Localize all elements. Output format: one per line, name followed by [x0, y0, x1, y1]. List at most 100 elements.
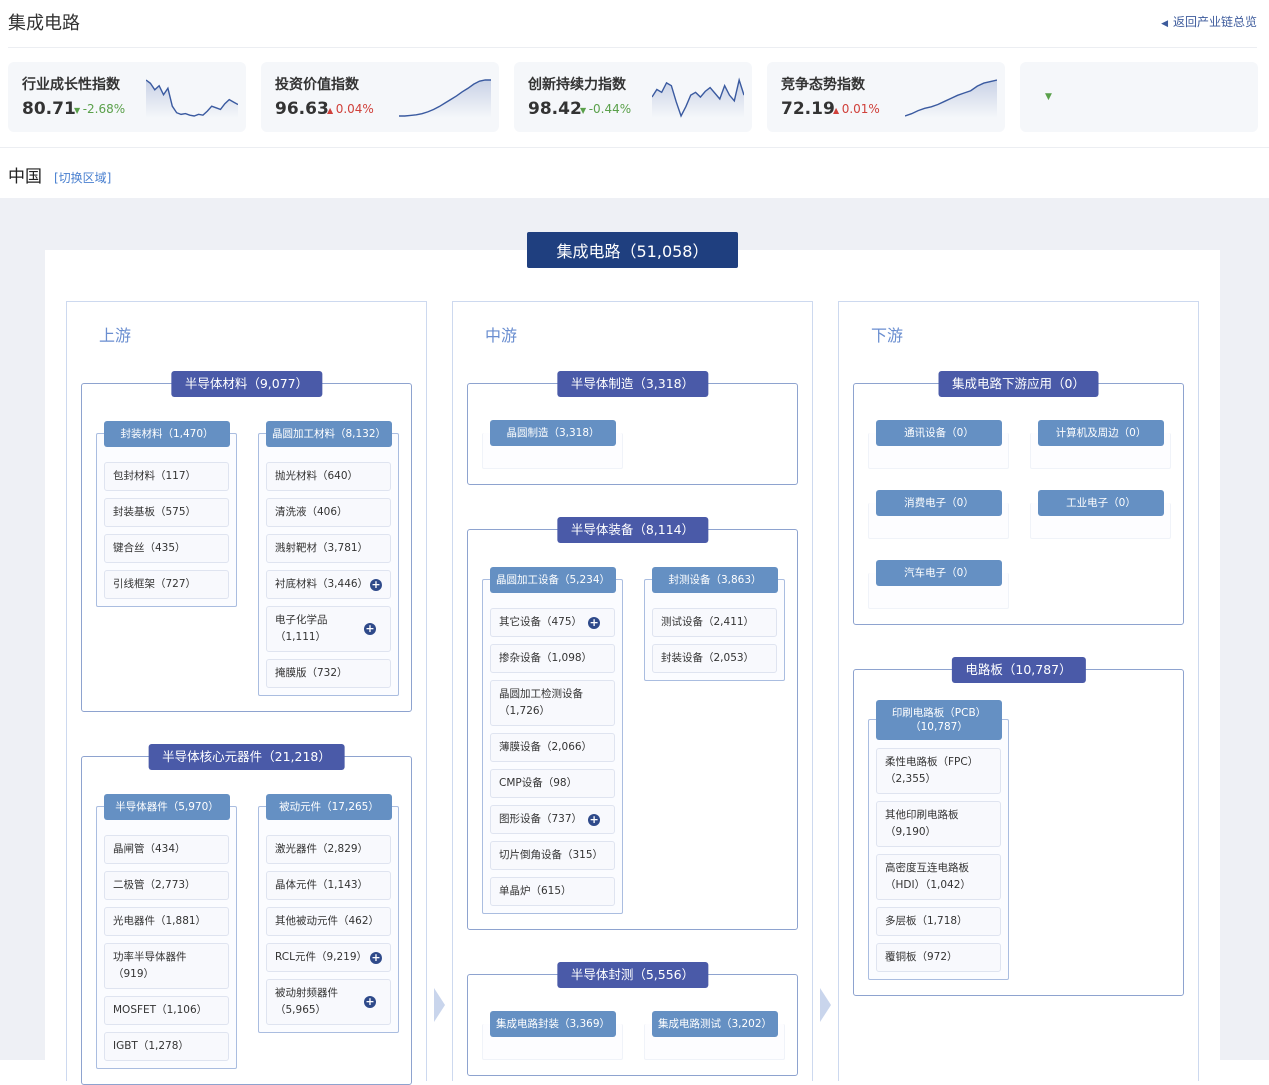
group-header[interactable]: 半导体核心元器件（21,218） [148, 744, 345, 770]
expand-plus-icon[interactable]: + [588, 812, 601, 826]
expand-plus-icon[interactable]: + [370, 577, 382, 591]
subgroup-header[interactable]: 封装材料（1,470） [104, 421, 230, 447]
chain-node[interactable]: 衬底材料（3,446） + [266, 570, 391, 599]
card-value: 98.42 [528, 99, 582, 119]
chain-node[interactable]: 柔性电路板（FPC）（2,355） [876, 748, 1001, 794]
chain-node[interactable]: 封装基板（575） [104, 498, 229, 527]
group-header[interactable]: 半导体装备（8,114） [556, 517, 709, 543]
chain-node[interactable]: 多层板（1,718） [876, 907, 1001, 936]
chain-node[interactable]: 引线框架（727） [104, 570, 229, 599]
group-header[interactable]: 半导体材料（9,077） [170, 371, 323, 397]
chain-node[interactable]: 包封材料（117） [104, 462, 229, 491]
arrow-right-icon [820, 988, 831, 1022]
chain-node[interactable]: 其它设备（475） + [490, 608, 615, 637]
chain-node[interactable]: 清洗液（406） [266, 498, 391, 527]
card-delta: ▲ 0.01% [833, 102, 880, 116]
subgroup-box: 晶圆加工设备（5,234） 其它设备（475） + 掺杂设备（1,098） 晶圆加工检测… [482, 567, 623, 914]
subgroup-header[interactable]: 被动元件（17,265） [266, 794, 392, 820]
subgroup-header[interactable]: 汽车电子（0） [876, 560, 1002, 586]
index-card[interactable]: ▼ [1020, 62, 1258, 132]
expand-plus-icon[interactable]: + [370, 950, 382, 964]
chain-node[interactable]: RCL元件（9,219） + [266, 943, 391, 972]
chain-node[interactable]: 电子化学品（1,111） + [266, 606, 391, 652]
subgroup-header[interactable]: 消费电子（0） [876, 490, 1002, 516]
node-label: 掺杂设备（1,098） [499, 652, 593, 664]
chain-node[interactable]: 光电器件（1,881） [104, 907, 229, 936]
node-label: 图形设备（737） [499, 813, 583, 825]
chain-node[interactable]: 抛光材料（640） [266, 462, 391, 491]
region-name: 中国 [8, 167, 42, 187]
delta-value: 0.04% [335, 102, 374, 116]
chain-node[interactable]: 掩膜版（732） [266, 659, 391, 688]
chain-node[interactable]: 晶闸管（434） [104, 835, 229, 864]
group-box: 半导体材料（9,077） 封装材料（1,470） 包封材料（117） 封装基板（575… [81, 371, 412, 712]
node-label: 柔性电路板（FPC）（2,355） [885, 756, 979, 785]
subgroup-header[interactable]: 封测设备（3,863） [652, 567, 778, 593]
switch-region-link[interactable]: [切换区域] [54, 171, 112, 185]
subgroup-header[interactable]: 工业电子（0） [1038, 490, 1164, 516]
triangle-down-icon: ▼ [74, 106, 83, 115]
chain-node[interactable]: IGBT（1,278） [104, 1032, 229, 1061]
group-header[interactable]: 集成电路下游应用（0） [938, 371, 1099, 397]
subgroup-header[interactable]: 晶圆加工设备（5,234） [490, 567, 616, 593]
index-card[interactable]: 竞争态势指数 72.19 ▲ 0.01% [767, 62, 1005, 132]
sparkline-area [399, 80, 491, 118]
group-header[interactable]: 电路板（10,787） [951, 657, 1086, 683]
subgroup-box: 印刷电路板（PCB）（10,787） 柔性电路板（FPC）（2,355） 其他印刷电… [868, 700, 1009, 980]
chain-node[interactable]: 功率半导体器件（919） [104, 943, 229, 989]
chain-node[interactable]: 测试设备（2,411） [652, 608, 777, 637]
chain-node[interactable]: 二极管（2,773） [104, 871, 229, 900]
chain-node[interactable]: 高密度互连电路板（HDI）（1,042） [876, 854, 1001, 900]
triangle-up-icon: ▲ [327, 106, 336, 115]
chain-node[interactable]: 溅射靶材（3,781） [266, 534, 391, 563]
chain-node[interactable]: 其他印刷电路板（9,190） [876, 801, 1001, 847]
chain-node[interactable]: 键合丝（435） [104, 534, 229, 563]
expand-plus-icon[interactable]: + [588, 615, 601, 629]
chain-node[interactable]: 封装设备（2,053） [652, 644, 777, 673]
index-card[interactable]: 创新持续力指数 98.42 ▼ -0.44% [514, 62, 752, 132]
column-label: 上游 [81, 322, 150, 345]
subgroup-header[interactable]: 计算机及周边（0） [1038, 420, 1164, 446]
subgroup-header[interactable]: 半导体器件（5,970） [104, 794, 230, 820]
subgroup-box: 半导体器件（5,970） 晶闸管（434） 二极管（2,773） 光电器件（1,881… [96, 794, 237, 1069]
chain-node[interactable]: 激光器件（2,829） [266, 835, 391, 864]
card-value: 80.71 [22, 99, 76, 119]
expand-plus-icon[interactable]: + [364, 995, 376, 1008]
chain-node[interactable]: 其他被动元件（462） [266, 907, 391, 936]
chain-node[interactable]: 掺杂设备（1,098） [490, 644, 615, 673]
node-label: 晶体元件（1,143） [275, 879, 369, 891]
chain-node[interactable]: CMP设备（98） [490, 769, 615, 798]
node-label: 抛光材料（640） [275, 470, 359, 482]
group-header[interactable]: 半导体制造（3,318） [556, 371, 709, 397]
subgroup-header[interactable]: 集成电路封装（3,369） [490, 1011, 616, 1037]
subgroup-header[interactable]: 印刷电路板（PCB）（10,787） [876, 700, 1002, 740]
chain-node[interactable]: MOSFET（1,106） [104, 996, 229, 1025]
chain-node[interactable]: 覆铜板（972） [876, 943, 1001, 972]
chain-node[interactable]: 图形设备（737） + [490, 805, 615, 834]
chain-node[interactable]: 被动射频器件（5,965） + [266, 979, 391, 1025]
chain-node[interactable]: 单晶炉（615） [490, 877, 615, 906]
chain-node[interactable]: 晶体元件（1,143） [266, 871, 391, 900]
subgroup-header[interactable]: 晶圆制造（3,318） [490, 420, 616, 446]
back-label: 返回产业链总览 [1172, 15, 1257, 29]
chain-node[interactable]: 切片倒角设备（315） [490, 841, 615, 870]
chain-node[interactable]: 薄膜设备（2,066） [490, 733, 615, 762]
subgroup-header[interactable]: 通讯设备（0） [876, 420, 1002, 446]
root-node[interactable]: 集成电路（51,058） [527, 232, 738, 268]
sparkline-chart [652, 77, 744, 118]
node-label: MOSFET（1,106） [113, 1004, 208, 1016]
back-to-overview-link[interactable]: ◀ 返回产业链总览 [1161, 13, 1257, 30]
index-card[interactable]: 行业成长性指数 80.71 ▼ -2.68% [8, 62, 246, 132]
group-header[interactable]: 半导体封测（5,556） [556, 962, 709, 988]
subgroup-box: 通讯设备（0） [868, 420, 1009, 469]
sparkline-line [399, 79, 491, 117]
subgroup-header[interactable]: 晶圆加工材料（8,132） [266, 421, 392, 447]
chain-node[interactable]: 晶圆加工检测设备（1,726） [490, 680, 615, 726]
node-label: 封装基板（575） [113, 506, 197, 518]
card-title: 行业成长性指数 [22, 77, 120, 93]
expand-plus-icon[interactable]: + [364, 622, 376, 635]
index-card[interactable]: 投资价值指数 96.63 ▲ 0.04% [261, 62, 499, 132]
card-value: 72.19 [781, 99, 835, 119]
subgroup-header[interactable]: 集成电路测试（3,202） [652, 1011, 778, 1037]
node-label: 其他被动元件（462） [275, 915, 380, 927]
